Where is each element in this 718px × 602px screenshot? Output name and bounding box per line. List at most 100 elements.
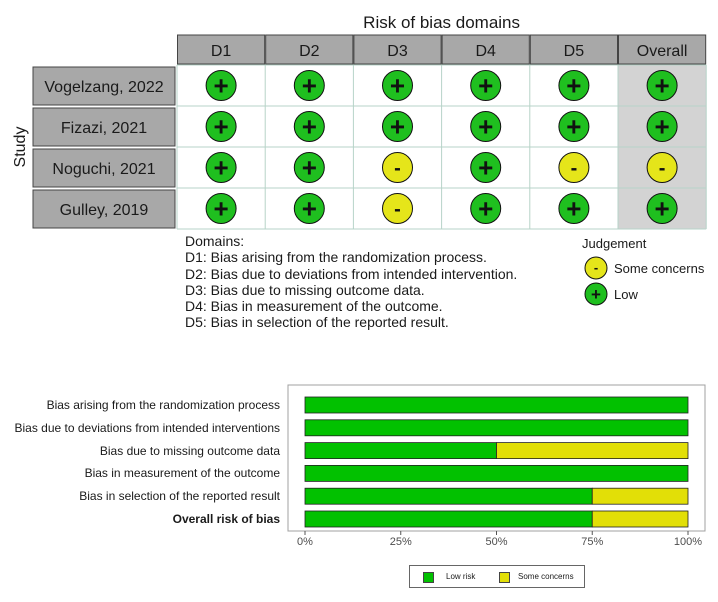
column-header-label: D3 xyxy=(387,43,408,60)
x-tick-label: 100% xyxy=(673,536,703,548)
study-label: Noguchi, 2021 xyxy=(52,161,155,178)
bar-category-label: Bias arising from the randomization proc… xyxy=(46,398,280,412)
judgement-low-icon xyxy=(646,193,678,224)
study-label-cell xyxy=(32,107,176,147)
legend-symbol: - xyxy=(594,260,598,275)
column-header-d5 xyxy=(529,34,618,65)
legend-label-low-risk: Low risk xyxy=(446,572,476,581)
bar-segment-low-risk xyxy=(304,510,593,528)
column-header-label: D4 xyxy=(475,43,496,60)
study-label-cell xyxy=(32,66,176,106)
judgement-low-icon xyxy=(470,70,502,101)
judgement-symbol: + xyxy=(302,153,317,183)
judgement-low-icon xyxy=(293,152,325,183)
bar-segment-low-risk xyxy=(304,419,689,437)
x-tick-label: 75% xyxy=(581,536,604,548)
column-header-label: D1 xyxy=(211,43,232,60)
judgement-symbol: + xyxy=(302,194,317,224)
column-header-label: Overall xyxy=(637,43,688,60)
column-header-label: D5 xyxy=(564,43,585,60)
column-header-d3 xyxy=(353,34,442,65)
judgement-symbol: + xyxy=(655,112,670,142)
study-label: Vogelzang, 2022 xyxy=(44,79,163,96)
judgement-symbol: - xyxy=(394,158,401,180)
judgement-low-icon xyxy=(470,111,502,142)
bar-segment-low-risk xyxy=(304,396,689,414)
judgement-low-icon xyxy=(558,193,590,224)
judgement-symbol: + xyxy=(390,112,405,142)
judgement-symbol: + xyxy=(478,112,493,142)
judgement-symbol: + xyxy=(478,153,493,183)
legend-swatch-some-concerns xyxy=(499,572,510,583)
bar-segment-low-risk xyxy=(304,487,593,505)
judgement-low-icon xyxy=(205,70,237,101)
column-header-overall xyxy=(618,34,707,65)
judgement-some-icon xyxy=(646,152,678,183)
judgement-symbol: + xyxy=(655,194,670,224)
x-tick-label: 0% xyxy=(297,536,313,548)
judgement-some-icon xyxy=(558,152,590,183)
judgement-low-icon xyxy=(293,70,325,101)
column-header-d4 xyxy=(441,34,530,65)
judgement-symbol: + xyxy=(302,71,317,101)
column-header-d1 xyxy=(177,34,266,65)
bar-category-label: Bias due to missing outcome data xyxy=(99,443,280,458)
legend-symbol: + xyxy=(591,285,601,304)
judgement-legend-title: Judgement xyxy=(582,236,647,251)
judgement-low-icon xyxy=(470,193,502,224)
judgement-symbol: + xyxy=(214,194,229,224)
judgement-symbol: + xyxy=(566,194,581,224)
bar-segment-low-risk xyxy=(304,464,689,482)
judgement-low-icon xyxy=(205,152,237,183)
bar-segment-some-concerns xyxy=(496,442,689,460)
judgement-low-icon xyxy=(205,111,237,142)
bar-segment-low-risk xyxy=(304,442,497,460)
summary-legend: Low risk Some concerns xyxy=(409,565,585,588)
judgement-symbol: + xyxy=(214,153,229,183)
study-label: Gulley, 2019 xyxy=(60,202,149,219)
legend-label-low: Low xyxy=(614,287,638,302)
column-header-label: D2 xyxy=(299,43,320,60)
legend-label-some-concerns-bar: Some concerns xyxy=(518,572,574,581)
judgement-low-icon xyxy=(646,70,678,101)
legend-swatch-low-risk xyxy=(423,572,434,583)
legend-low-icon xyxy=(584,282,608,306)
judgement-symbol: + xyxy=(655,71,670,101)
judgement-low-icon xyxy=(558,70,590,101)
judgement-symbol: - xyxy=(659,158,666,180)
bar-category-label: Bias due to deviations from intended int… xyxy=(14,420,281,435)
judgement-low-icon xyxy=(293,111,325,142)
bar-category-label: Bias in selection of the reported result xyxy=(79,489,280,504)
judgement-low-icon xyxy=(382,70,413,101)
column-header-d2 xyxy=(265,34,354,65)
study-label: Fizazi, 2021 xyxy=(61,120,147,137)
judgement-symbol: - xyxy=(571,158,578,180)
study-label-cell xyxy=(32,148,176,188)
judgement-symbol: + xyxy=(566,112,581,142)
judgement-low-icon xyxy=(382,111,413,142)
rob-title: Risk of bias domains xyxy=(363,13,520,32)
judgement-symbol: + xyxy=(214,112,229,142)
study-label-cell xyxy=(32,189,176,229)
judgement-symbol: + xyxy=(390,71,405,101)
y-axis-label: Study xyxy=(12,127,29,168)
bar-category-label: Bias in measurement of the outcome xyxy=(84,466,280,481)
x-tick-label: 25% xyxy=(389,536,412,548)
judgement-symbol: + xyxy=(478,194,493,224)
legend-some-icon xyxy=(584,256,608,280)
judgement-symbol: + xyxy=(214,71,229,101)
judgement-low-icon xyxy=(646,111,678,142)
judgement-symbol: + xyxy=(302,112,317,142)
judgement-symbol: + xyxy=(478,71,493,101)
judgement-some-icon xyxy=(382,193,413,224)
x-tick-label: 50% xyxy=(485,536,508,548)
domains-text: Domains: D1: Bias arising from the rando… xyxy=(185,233,518,331)
judgement-low-icon xyxy=(470,152,502,183)
legend-label-some-concerns: Some concerns xyxy=(614,261,705,276)
judgement-low-icon xyxy=(293,193,325,224)
judgement-low-icon xyxy=(558,111,590,142)
bar-category-label: Overall risk of bias xyxy=(172,512,280,526)
judgement-symbol: - xyxy=(394,199,401,221)
bar-segment-some-concerns xyxy=(591,487,689,505)
